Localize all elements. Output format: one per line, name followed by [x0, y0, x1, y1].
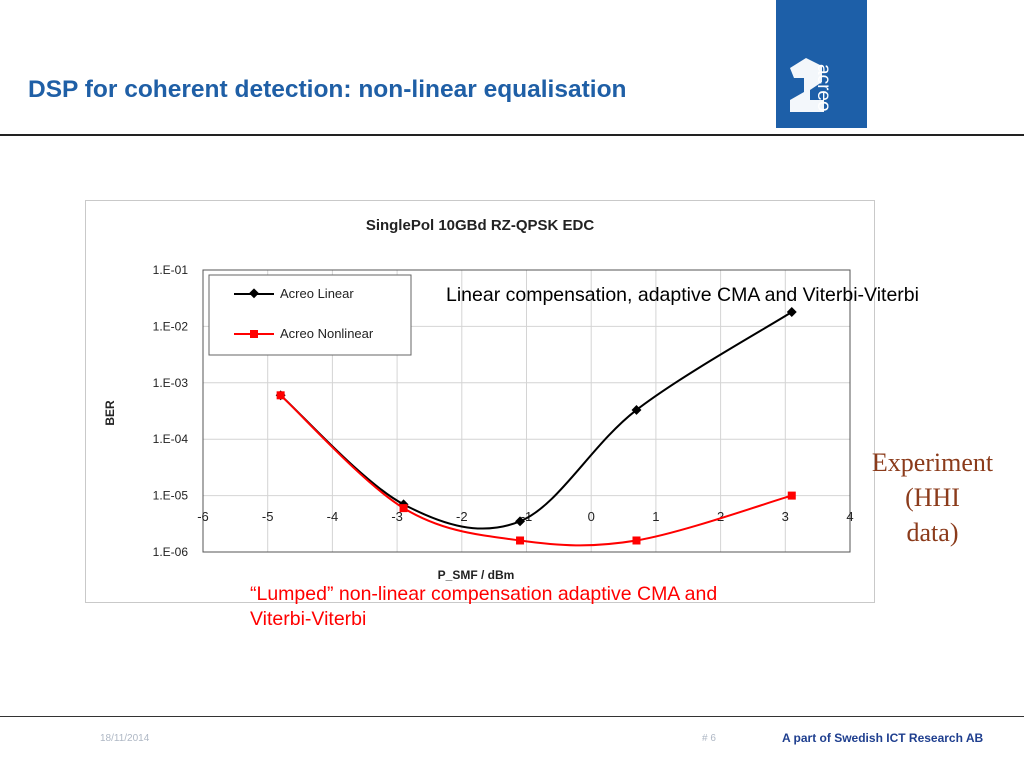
- y-tick-label: 1.E-03: [153, 376, 189, 390]
- experiment-line-1: Experiment: [871, 448, 994, 477]
- acreo-logo: acreo: [776, 0, 867, 128]
- y-tick-label: 1.E-06: [153, 545, 189, 559]
- data-point-nonlinear: [399, 504, 408, 513]
- experiment-line-3: data): [906, 518, 959, 547]
- annotation-linear-compensation: Linear compensation, adaptive CMA and Vi…: [446, 284, 919, 306]
- x-tick-label: 2: [717, 509, 724, 524]
- legend-label-linear: Acreo Linear: [280, 286, 354, 301]
- data-point-linear: [515, 516, 525, 527]
- y-axis-label: BER: [103, 400, 117, 426]
- experiment-note: Experiment (HHI data): [840, 445, 1024, 550]
- x-axis-label: P_SMF / dBm: [438, 568, 515, 582]
- legend-marker-nonlinear: [250, 330, 258, 338]
- footer-divider: [0, 716, 1024, 717]
- x-tick-label: -4: [327, 509, 339, 524]
- chart-title: SinglePol 10GBd RZ-QPSK EDC: [366, 217, 595, 234]
- logo-wordmark: acreo: [813, 64, 834, 112]
- y-tick-label: 1.E-05: [153, 489, 189, 503]
- data-point-nonlinear: [787, 491, 796, 500]
- x-tick-label: 0: [588, 509, 595, 524]
- logo-mark-icon: [790, 58, 824, 112]
- data-point-nonlinear: [516, 536, 525, 545]
- data-point-linear: [631, 405, 642, 415]
- x-tick-label: -1: [521, 509, 533, 524]
- x-tick-label: -6: [197, 509, 209, 524]
- data-point-nonlinear: [632, 536, 641, 545]
- x-tick-label: -5: [262, 509, 274, 524]
- y-tick-labels: 1.E-01 1.E-02 1.E-03 1.E-04 1.E-05 1.E-06: [153, 263, 189, 559]
- footer-page-number: # 6: [702, 733, 716, 744]
- data-point-nonlinear: [276, 391, 285, 400]
- chart-legend: Acreo Linear Acreo Nonlinear: [208, 274, 412, 356]
- footer-brand: A part of Swedish ICT Research AB: [782, 731, 984, 745]
- annotation-lumped-compensation: “Lumped” non-linear compensation adaptiv…: [250, 583, 718, 630]
- legend-label-nonlinear: Acreo Nonlinear: [280, 326, 374, 341]
- ber-chart: SinglePol 10GBd RZ-QPSK EDC 1.E-01 1.E-02…: [85, 200, 875, 603]
- chart-series: [275, 307, 797, 547]
- y-tick-label: 1.E-02: [153, 319, 189, 333]
- footer-date: 18/11/2014: [100, 733, 150, 744]
- x-tick-labels: -6 -5 -4 -3 -2 -1 0 1 2 3 4: [197, 509, 853, 524]
- x-tick-label: 4: [846, 509, 853, 524]
- y-tick-label: 1.E-01: [153, 263, 189, 277]
- y-tick-label: 1.E-04: [153, 432, 189, 446]
- header-divider: [0, 134, 1024, 136]
- x-tick-label: -3: [391, 509, 403, 524]
- data-point-linear: [786, 307, 797, 317]
- plot-area-border: [202, 269, 851, 553]
- x-tick-label: -2: [456, 509, 468, 524]
- series-line-nonlinear: [279, 394, 793, 547]
- x-tick-label: 3: [782, 509, 789, 524]
- experiment-line-2: (HHI: [905, 483, 960, 512]
- slide-title: DSP for coherent detection: non-linear e…: [28, 76, 627, 103]
- x-tick-label: 1: [652, 509, 659, 524]
- legend-box: [208, 274, 412, 356]
